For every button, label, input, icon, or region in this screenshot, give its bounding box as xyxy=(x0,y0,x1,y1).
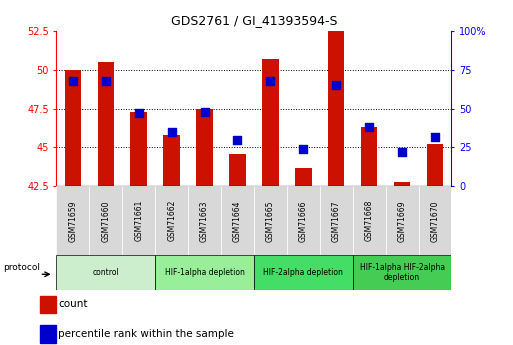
Bar xyxy=(229,154,246,186)
Bar xyxy=(328,31,344,186)
Bar xyxy=(196,109,213,186)
Bar xyxy=(394,181,410,186)
Text: GSM71666: GSM71666 xyxy=(299,200,308,242)
Bar xyxy=(221,186,254,255)
Text: HIF-1alpha HIF-2alpha
depletion: HIF-1alpha HIF-2alpha depletion xyxy=(360,263,445,282)
Text: HIF-2alpha depletion: HIF-2alpha depletion xyxy=(263,268,343,277)
Bar xyxy=(40,296,56,313)
Title: GDS2761 / GI_41393594-S: GDS2761 / GI_41393594-S xyxy=(171,14,337,27)
Text: control: control xyxy=(92,268,119,277)
Bar xyxy=(287,186,320,255)
Bar xyxy=(65,70,81,186)
Point xyxy=(332,82,340,88)
Bar xyxy=(320,186,353,255)
Text: percentile rank within the sample: percentile rank within the sample xyxy=(58,329,234,339)
Point xyxy=(299,146,307,152)
Text: GSM71669: GSM71669 xyxy=(398,200,407,242)
Bar xyxy=(353,186,386,255)
Text: count: count xyxy=(58,299,88,309)
Text: protocol: protocol xyxy=(3,263,40,272)
Bar xyxy=(254,255,353,290)
Point xyxy=(431,134,439,139)
Bar xyxy=(40,325,56,343)
Point xyxy=(102,78,110,83)
Text: GSM71668: GSM71668 xyxy=(365,200,373,242)
Point xyxy=(398,149,406,155)
Bar xyxy=(89,186,122,255)
Bar xyxy=(295,168,311,186)
Bar xyxy=(386,186,419,255)
Bar xyxy=(56,186,89,255)
Bar xyxy=(130,112,147,186)
Bar xyxy=(122,186,155,255)
Text: GSM71661: GSM71661 xyxy=(134,200,143,242)
Point xyxy=(365,125,373,130)
Point xyxy=(134,110,143,116)
Bar xyxy=(419,186,451,255)
Text: GSM71660: GSM71660 xyxy=(101,200,110,242)
Point xyxy=(168,129,176,135)
Bar xyxy=(353,255,451,290)
Bar xyxy=(361,127,378,186)
Bar xyxy=(254,186,287,255)
Text: GSM71663: GSM71663 xyxy=(200,200,209,242)
Bar xyxy=(155,186,188,255)
Bar xyxy=(262,59,279,186)
Bar xyxy=(56,255,155,290)
Bar xyxy=(188,186,221,255)
Bar xyxy=(427,144,443,186)
Point xyxy=(69,78,77,83)
Point xyxy=(201,109,209,115)
Text: GSM71662: GSM71662 xyxy=(167,200,176,242)
Bar xyxy=(155,255,254,290)
Text: GSM71664: GSM71664 xyxy=(233,200,242,242)
Point xyxy=(266,78,274,83)
Bar xyxy=(164,135,180,186)
Text: GSM71659: GSM71659 xyxy=(68,200,77,242)
Text: GSM71667: GSM71667 xyxy=(332,200,341,242)
Text: GSM71670: GSM71670 xyxy=(430,200,440,242)
Text: HIF-1alpha depletion: HIF-1alpha depletion xyxy=(165,268,245,277)
Point xyxy=(233,137,242,142)
Text: GSM71665: GSM71665 xyxy=(266,200,275,242)
Bar xyxy=(97,62,114,186)
